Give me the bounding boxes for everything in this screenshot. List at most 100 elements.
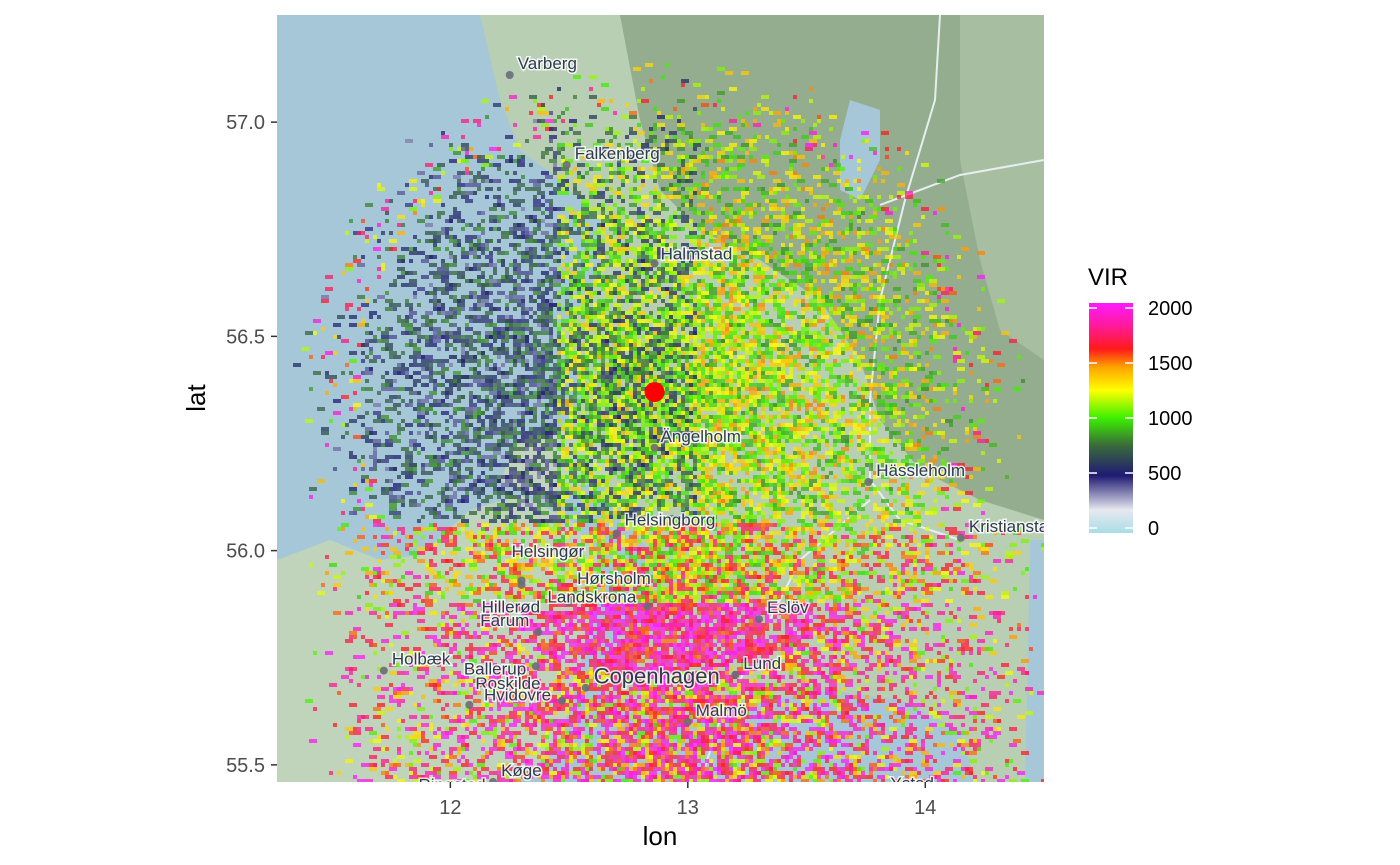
vir-cell — [597, 367, 601, 371]
vir-cell — [713, 267, 717, 271]
vir-cell — [629, 291, 637, 295]
vir-cell — [677, 175, 681, 179]
vir-cell — [585, 259, 589, 263]
vir-cell — [433, 199, 441, 203]
lake-2 — [1025, 540, 1044, 782]
vir-cell — [889, 355, 897, 359]
vir-cell — [453, 411, 457, 415]
vir-cell — [709, 387, 717, 391]
vir-cell — [605, 411, 609, 415]
vir-cell — [909, 267, 913, 271]
vir-cell — [473, 227, 477, 231]
vir-cell — [753, 119, 757, 123]
vir-cell — [785, 203, 789, 207]
vir-cell — [353, 379, 361, 383]
vir-cell — [497, 227, 501, 231]
vir-cell — [637, 411, 641, 415]
vir-cell — [577, 271, 585, 275]
vir-cell — [637, 359, 645, 363]
vir-cell — [649, 331, 653, 335]
vir-cell — [645, 267, 649, 271]
vir-cell — [429, 339, 433, 343]
vir-cell — [545, 199, 549, 203]
vir-cell — [689, 343, 697, 347]
vir-cell — [705, 251, 709, 255]
vir-cell — [681, 167, 689, 171]
vir-cell — [729, 231, 733, 235]
vir-cell — [917, 335, 921, 339]
vir-cell — [513, 383, 517, 387]
vir-cell — [777, 383, 781, 387]
vir-cell — [605, 131, 613, 135]
vir-cell — [861, 247, 869, 251]
vir-cell — [557, 411, 561, 415]
vir-cell — [429, 255, 437, 259]
vir-cell — [493, 327, 501, 331]
vir-cell — [765, 367, 773, 371]
vir-cell — [697, 203, 705, 207]
vir-cell — [821, 307, 825, 311]
vir-cell — [725, 167, 729, 171]
vir-cell — [917, 363, 921, 367]
vir-cell — [901, 271, 905, 275]
vir-cell — [841, 215, 845, 219]
vir-cell — [393, 367, 401, 371]
vir-cell — [585, 183, 593, 187]
vir-cell — [821, 271, 829, 275]
vir-cell — [657, 195, 661, 199]
vir-cell — [709, 383, 713, 387]
vir-cell — [573, 391, 577, 395]
vir-cell — [729, 363, 733, 367]
vir-cell — [561, 111, 565, 115]
vir-cell — [881, 259, 889, 263]
vir-cell — [493, 367, 497, 371]
vir-cell — [841, 259, 845, 263]
vir-cell — [465, 151, 469, 155]
vir-cell — [669, 291, 677, 295]
vir-cell — [937, 207, 945, 211]
vir-cell — [877, 263, 881, 267]
vir-cell — [385, 371, 389, 375]
vir-cell — [461, 147, 465, 151]
vir-cell — [621, 375, 625, 379]
vir-cell — [865, 199, 873, 203]
vir-cell — [777, 403, 781, 407]
vir-cell — [765, 199, 769, 203]
vir-cell — [817, 407, 821, 411]
vir-cell — [553, 155, 557, 159]
vir-cell — [609, 283, 617, 287]
vir-cell — [509, 367, 513, 371]
vir-cell — [709, 375, 713, 379]
vir-cell — [481, 231, 485, 235]
vir-cell — [641, 291, 645, 295]
vir-cell — [529, 95, 537, 99]
vir-cell — [701, 351, 705, 355]
vir-cell — [741, 411, 745, 415]
vir-cell — [389, 383, 393, 387]
vir-cell — [569, 359, 573, 363]
vir-cell — [601, 311, 605, 315]
vir-cell — [885, 231, 893, 235]
vir-cell — [561, 167, 569, 171]
vir-cell — [809, 347, 817, 351]
vir-cell — [705, 195, 709, 199]
vir-cell — [501, 331, 509, 335]
vir-cell — [577, 371, 581, 375]
vir-cell — [637, 379, 641, 383]
vir-cell — [625, 399, 629, 403]
vir-cell — [777, 391, 781, 395]
vir-cell — [365, 235, 369, 239]
vir-cell — [625, 215, 629, 219]
vir-cell — [665, 287, 669, 291]
vir-cell — [357, 323, 365, 327]
vir-cell — [673, 287, 677, 291]
vir-cell — [617, 239, 621, 243]
vir-cell — [953, 359, 957, 363]
vir-cell — [553, 171, 557, 175]
vir-cell — [537, 375, 545, 379]
vir-cell — [921, 379, 929, 383]
vir-cell — [869, 231, 877, 235]
vir-cell — [589, 215, 597, 219]
vir-cell — [361, 343, 369, 347]
vir-cell — [433, 235, 441, 239]
